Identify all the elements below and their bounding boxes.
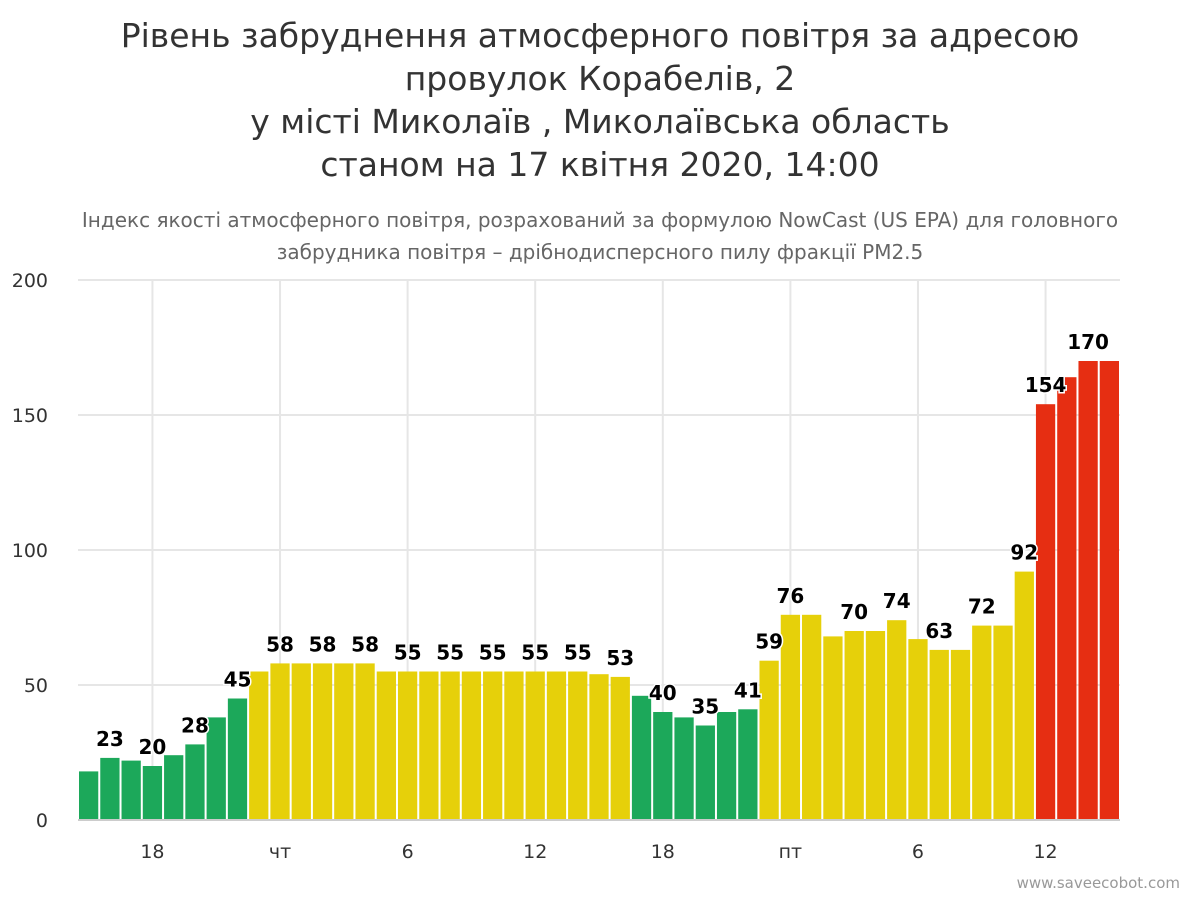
y-tick-label: 150 [12,405,48,427]
data-label: 41 [734,678,762,702]
data-label: 35 [691,695,719,719]
data-label: 55 [564,641,592,665]
bar [1014,571,1034,820]
x-tick-label: 12 [523,841,547,863]
bar [1057,377,1077,820]
data-label: 59 [755,630,783,654]
data-label: 45 [224,668,252,692]
x-tick-label: 6 [912,841,924,863]
title-line-2: провулок Корабелів, 2 [404,59,796,98]
bar [589,674,609,820]
bar [844,631,864,820]
bar [440,671,460,820]
data-label: 58 [351,632,379,656]
bar [270,663,290,820]
bar [397,671,418,820]
chart-title: Рівень забруднення атмосферного повітря … [0,14,1200,186]
title-line-4: станом на 17 квітня 2020, 14:00 [320,145,880,184]
bar [568,671,588,820]
bar [355,663,375,820]
data-label: 72 [968,595,996,619]
title-line-1: Рівень забруднення атмосферного повітря … [120,16,1080,55]
bar [674,717,694,820]
bar [738,709,758,820]
bar [929,649,949,820]
bar [1099,361,1119,820]
data-label: 40 [649,681,677,705]
data-label: 154 [1025,373,1067,397]
data-label: 58 [266,632,294,656]
x-tick-label: 12 [1033,841,1057,863]
data-label: 55 [436,641,464,665]
x-tick-label: 6 [402,841,414,863]
data-label: 63 [925,619,953,643]
bar [802,614,822,820]
bar [376,671,396,820]
x-tick-label: 18 [651,841,675,863]
bar [79,771,99,820]
data-label: 53 [606,646,634,670]
bar [291,663,311,820]
y-tick-label: 50 [24,675,48,697]
bar [716,712,737,820]
bar [887,620,907,820]
y-tick-label: 0 [36,810,48,832]
bar [100,757,120,820]
title-line-3: у місті Миколаїв , Миколаївська область [250,102,950,141]
data-label: 55 [479,641,507,665]
x-tick-label: пт [779,841,803,863]
bar [546,671,567,820]
x-tick-label: чт [269,841,291,863]
bar [206,717,226,820]
bar [461,671,482,820]
bar [1035,404,1056,820]
data-label: 76 [776,584,804,608]
bar [759,660,779,820]
data-label: 74 [883,589,911,613]
bar [1078,361,1098,820]
bar [164,755,184,820]
bar [993,625,1013,820]
data-label: 58 [309,632,337,656]
bar [249,671,269,820]
bar [780,614,801,820]
data-label: 23 [96,727,124,751]
bar [312,663,333,820]
bar [419,671,439,820]
bar [227,698,248,820]
data-label: 55 [394,641,422,665]
bar [121,760,141,820]
bar [483,671,503,820]
bar [865,631,886,820]
bar [908,639,928,820]
data-label: 70 [840,600,868,624]
chart-subtitle: Індекс якості атмосферного повітря, розр… [81,208,1119,264]
bar [653,712,673,820]
data-label: 170 [1067,330,1109,354]
data-label: 55 [521,641,549,665]
bar [695,725,715,820]
x-tick-label: 18 [140,841,164,863]
data-label: 28 [181,713,209,737]
bar [334,663,354,820]
bar [525,671,545,820]
credits-link[interactable]: www.saveecobot.com [1016,874,1180,892]
bar [610,676,630,820]
bar [972,625,992,820]
bar [185,744,205,820]
data-label: 20 [139,735,167,759]
bar [950,649,971,820]
data-label: 92 [1010,541,1038,565]
bar [823,636,843,820]
bar [142,766,163,820]
bar [631,695,652,820]
y-tick-label: 100 [12,540,48,562]
y-tick-label: 200 [12,270,48,292]
bar [504,671,524,820]
